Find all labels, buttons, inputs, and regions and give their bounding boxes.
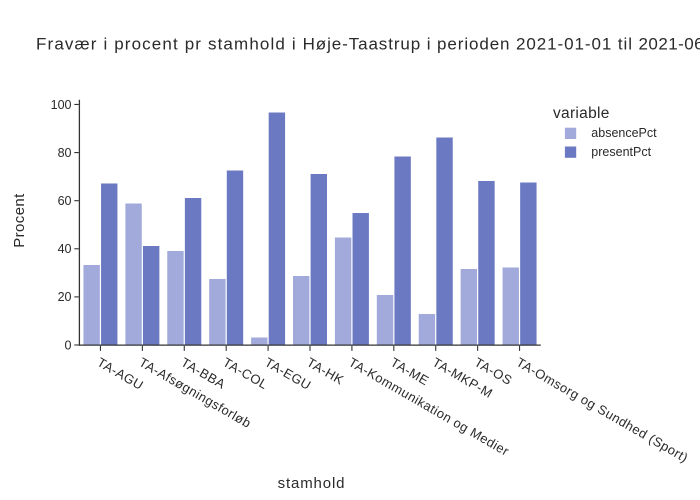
svg-text:0: 0 [65,338,72,352]
svg-text:100: 100 [51,98,72,112]
svg-text:80: 80 [58,146,72,160]
svg-text:40: 40 [58,242,72,256]
svg-text:Fravær i procent pr stamhold i: Fravær i procent pr stamhold i Høje-Taas… [36,34,700,53]
svg-text:variable: variable [553,105,610,122]
svg-text:60: 60 [58,194,72,208]
svg-text:20: 20 [58,290,72,304]
svg-text:presentPct: presentPct [591,145,651,159]
svg-text:stamhold: stamhold [278,475,346,492]
svg-text:absencePct: absencePct [591,126,657,140]
svg-text:Procent: Procent [11,193,28,248]
